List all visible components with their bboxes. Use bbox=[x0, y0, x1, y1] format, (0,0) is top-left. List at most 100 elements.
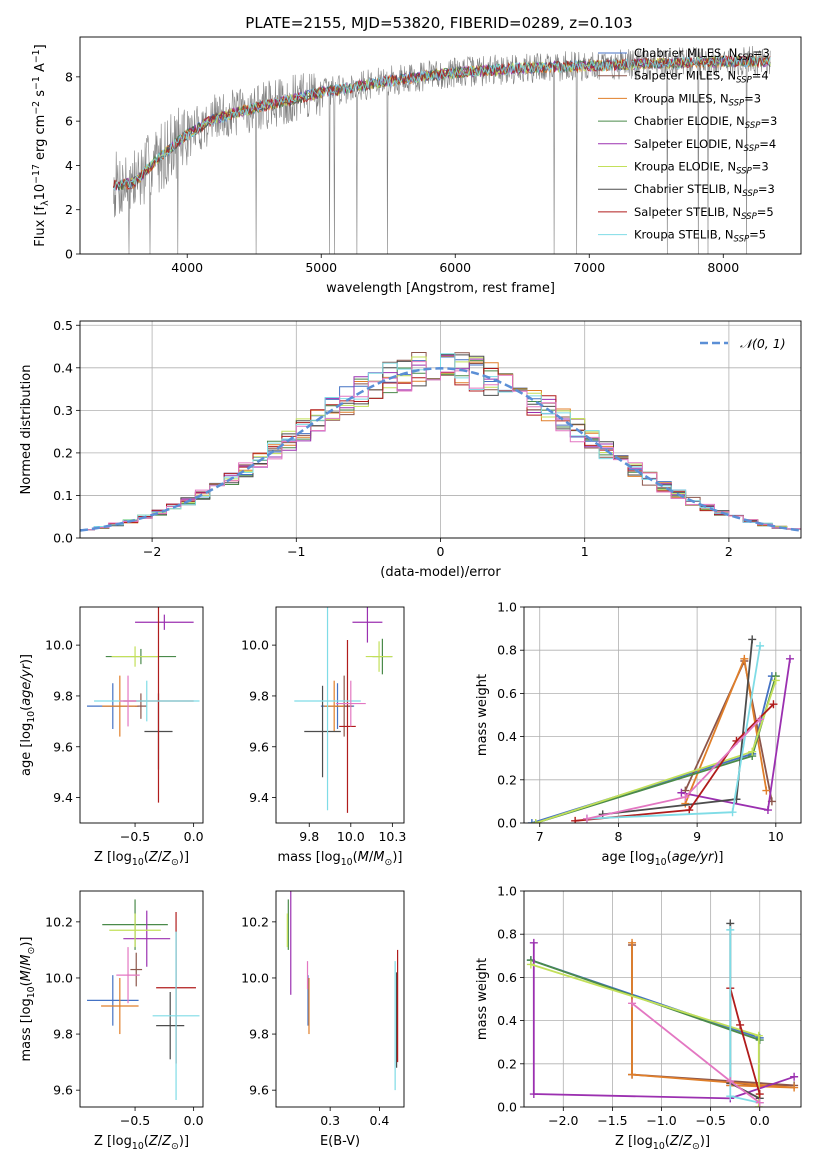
panel-residuals: −2 −1 0 1 2 0.0 0.1 0.2 0.3 0.4 0.5 (data-model)/er… bbox=[19, 318, 802, 580]
x-tick-label: 0.3 bbox=[320, 1113, 340, 1128]
weight-point bbox=[769, 700, 778, 709]
y-tick-label: 0 bbox=[65, 247, 73, 262]
x-tick-label: −0.5 bbox=[120, 829, 150, 844]
y-tick-label: 1.0 bbox=[497, 600, 517, 615]
y-tick-label: 0.0 bbox=[497, 1100, 517, 1115]
x-tick-label: 8 bbox=[614, 829, 622, 844]
y-tick-label: 0.2 bbox=[497, 1056, 517, 1071]
weight-point bbox=[726, 1077, 735, 1086]
plot-area bbox=[87, 607, 200, 803]
weight-point bbox=[685, 806, 694, 815]
weight-point bbox=[762, 786, 771, 795]
y-tick-label: 0.8 bbox=[497, 643, 517, 658]
x-axis-label: mass [log10(M/M⊙)] bbox=[278, 850, 403, 868]
plot-area bbox=[286, 891, 399, 1091]
axis-labels: mass [log10(M/M⊙)] bbox=[278, 850, 403, 868]
legend-entry: 𝒩(0, 1) bbox=[740, 336, 786, 351]
x-tick-label: 5000 bbox=[305, 260, 337, 275]
axes-frame bbox=[79, 320, 802, 539]
weight-point bbox=[628, 938, 637, 947]
weight-line bbox=[602, 639, 754, 816]
y-axis-label: mass weight bbox=[475, 674, 490, 756]
y-axis-label: mass [log10(M/M⊙)] bbox=[19, 937, 37, 1062]
legend-entry: Salpeter MILES, NSSP=4 bbox=[634, 69, 769, 86]
y-tick-label: 9.8 bbox=[249, 1027, 269, 1042]
weight-line bbox=[575, 703, 775, 822]
x-tick-label: −0.5 bbox=[120, 1113, 150, 1128]
x-axis-label: Z [log10(Z/Z⊙)] bbox=[94, 1134, 189, 1152]
x-tick-label: −2 bbox=[143, 544, 161, 559]
weight-point bbox=[736, 1020, 745, 1029]
y-tick-label: 10.2 bbox=[241, 914, 269, 929]
legend-entry: Salpeter ELODIE, NSSP=4 bbox=[634, 137, 776, 154]
y-tick-label: 9.8 bbox=[53, 688, 73, 703]
axes-frame bbox=[79, 36, 802, 255]
y-tick-label: 0.0 bbox=[497, 816, 517, 831]
legend: 𝒩(0, 1) bbox=[700, 336, 786, 351]
x-axis-label: Z [log10(Z/Z⊙)] bbox=[94, 850, 189, 868]
x-tick-label: −0.5 bbox=[695, 1113, 725, 1128]
plot-area bbox=[526, 919, 799, 1107]
y-tick-label: 9.6 bbox=[53, 739, 73, 754]
weight-point bbox=[785, 654, 794, 663]
legend-entry: Salpeter STELIB, NSSP=5 bbox=[634, 205, 774, 222]
y-tick-label: 9.4 bbox=[249, 790, 269, 805]
y-tick-label: 9.4 bbox=[53, 790, 73, 805]
weight-line bbox=[535, 680, 777, 823]
histogram-step-line bbox=[80, 353, 801, 531]
y-tick-label: 0.1 bbox=[53, 488, 73, 503]
weight-point bbox=[748, 747, 757, 756]
weight-point bbox=[681, 793, 690, 802]
weight-point bbox=[755, 1036, 764, 1045]
axis-labels: wavelength [Angstrom, rest frame] Flux [f… bbox=[31, 44, 555, 296]
legend-entry: Chabrier STELIB, NSSP=3 bbox=[634, 182, 775, 199]
y-tick-label: 0.4 bbox=[497, 1013, 517, 1028]
x-axis-label: E(B-V) bbox=[320, 1134, 360, 1149]
y-tick-label: 10.0 bbox=[241, 638, 269, 653]
plot-area bbox=[294, 607, 393, 813]
x-tick-label: 6000 bbox=[439, 260, 471, 275]
weight-point bbox=[571, 816, 580, 823]
legend-entry: Kroupa STELIB, NSSP=5 bbox=[634, 228, 766, 245]
weight-point bbox=[526, 960, 535, 969]
x-tick-label: 7 bbox=[536, 829, 544, 844]
x-tick-label: 8000 bbox=[707, 260, 739, 275]
x-axis-label: age [log10(age/yr)] bbox=[601, 850, 723, 868]
weight-point bbox=[529, 1090, 538, 1099]
weight-point bbox=[756, 641, 765, 650]
x-tick-label: 9.8 bbox=[299, 829, 319, 844]
weight-point bbox=[582, 814, 591, 823]
model-line-8 bbox=[113, 54, 771, 192]
axes-frame bbox=[79, 890, 204, 1108]
figure-title: PLATE=2155, MJD=53820, FIBERID=0289, z=0… bbox=[245, 14, 632, 32]
y-tick-label: 0.3 bbox=[53, 403, 73, 418]
panel-age-mass: 9.8 10.0 10.3 9.4 9.6 9.8 10.0 mass [log10(M/M⊙… bbox=[241, 606, 406, 868]
weight-point bbox=[754, 1103, 763, 1107]
y-tick-label: 9.6 bbox=[249, 739, 269, 754]
y-tick-label: 10.0 bbox=[45, 970, 73, 985]
panel-mass-ebv: 0.3 0.4 9.6 9.8 10.0 10.2 E(B-V) bbox=[241, 890, 405, 1149]
legend-entry: Kroupa ELODIE, NSSP=3 bbox=[634, 160, 769, 177]
y-tick-label: 0.2 bbox=[497, 772, 517, 787]
y-tick-label: 0.8 bbox=[497, 927, 517, 942]
axes-frame bbox=[523, 890, 802, 1108]
x-tick-label: 9 bbox=[693, 829, 701, 844]
axes-frame bbox=[523, 606, 802, 824]
axis-labels: Z [log10(Z/Z⊙)] mass weight bbox=[475, 958, 710, 1152]
axis-labels: (data-model)/error Normed distribution bbox=[19, 365, 501, 580]
x-tick-label: −2.0 bbox=[548, 1113, 578, 1128]
y-tick-label: 9.6 bbox=[249, 1083, 269, 1098]
axes-frame bbox=[79, 606, 204, 824]
y-tick-label: 1.0 bbox=[497, 884, 517, 899]
x-tick-label: 0.4 bbox=[369, 1113, 389, 1128]
weight-point bbox=[755, 1098, 764, 1107]
weight-point bbox=[677, 788, 686, 797]
x-tick-label: 10.0 bbox=[337, 829, 365, 844]
weight-line bbox=[586, 645, 761, 820]
weight-line bbox=[535, 675, 777, 823]
normal-curve bbox=[80, 367, 801, 532]
axis-labels: E(B-V) bbox=[320, 1134, 360, 1149]
plot-area bbox=[87, 899, 200, 1100]
model-line-6 bbox=[113, 54, 771, 191]
